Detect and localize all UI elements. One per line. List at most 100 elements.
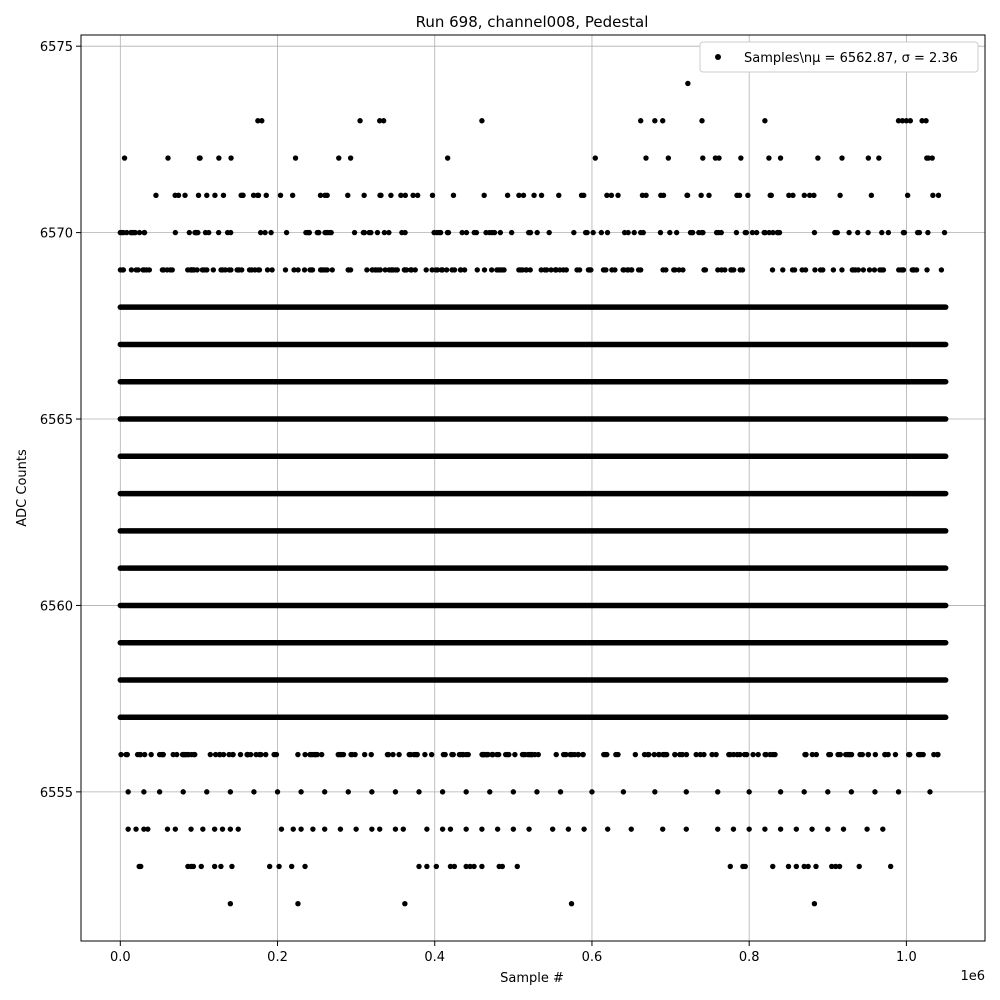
data-point <box>527 267 533 273</box>
data-point <box>392 789 399 795</box>
data-point <box>320 267 326 273</box>
data-point <box>133 267 139 273</box>
band-6570 <box>117 229 948 236</box>
data-point <box>879 229 885 236</box>
data-point <box>451 267 458 273</box>
data-point <box>295 751 301 758</box>
legend: Samples\nμ = 6562.87, σ = 2.36 <box>699 41 979 73</box>
data-point <box>292 155 299 161</box>
data-point <box>322 192 328 199</box>
data-point <box>497 267 503 273</box>
data-point <box>394 267 400 273</box>
data-point <box>375 267 381 273</box>
data-point <box>424 826 430 832</box>
data-point <box>317 192 324 199</box>
data-point <box>868 192 875 199</box>
data-point <box>790 192 796 199</box>
data-point <box>450 192 457 199</box>
data-point <box>872 751 879 758</box>
data-point <box>257 229 264 236</box>
data-point <box>380 118 387 124</box>
legend-box <box>699 41 979 73</box>
data-point <box>289 192 296 199</box>
data-point <box>141 789 147 795</box>
y-tick-label: 6565 <box>40 413 73 428</box>
data-point <box>497 229 504 236</box>
data-point <box>377 118 383 124</box>
data-point <box>604 192 610 199</box>
data-point <box>730 826 737 832</box>
data-point <box>266 863 273 870</box>
data-point <box>381 229 388 236</box>
data-point <box>263 192 269 199</box>
data-point <box>716 155 722 161</box>
data-point <box>369 826 375 832</box>
data-point <box>640 229 646 236</box>
data-point <box>785 863 792 870</box>
data-point <box>382 267 388 273</box>
data-point <box>799 267 805 273</box>
data-point <box>235 826 241 832</box>
data-point <box>763 751 769 758</box>
data-point <box>563 267 570 273</box>
data-point <box>571 229 577 236</box>
data-point <box>689 229 696 236</box>
data-point <box>345 192 351 199</box>
data-point <box>227 901 234 907</box>
data-point <box>321 826 328 832</box>
data-point <box>514 863 520 870</box>
data-point <box>337 826 344 832</box>
data-point <box>660 192 667 199</box>
data-point <box>663 267 669 273</box>
data-point <box>398 192 404 199</box>
legend-label: Samples\nμ = 6562.87, σ = 2.36 <box>744 51 958 66</box>
data-point <box>118 751 124 758</box>
data-point <box>416 789 422 795</box>
data-point <box>698 192 704 199</box>
data-point <box>916 229 923 236</box>
data-point <box>164 826 171 832</box>
chart-title: Run 698, channel008, Pedestal <box>416 13 649 31</box>
data-point <box>766 155 772 161</box>
data-point <box>656 751 662 758</box>
data-point <box>227 826 234 832</box>
data-point <box>239 267 245 273</box>
data-point <box>138 863 144 870</box>
data-point <box>312 751 319 758</box>
data-point <box>133 826 139 832</box>
data-point <box>829 863 835 870</box>
data-point <box>408 267 415 273</box>
data-point <box>876 155 882 161</box>
data-point <box>746 826 752 832</box>
data-point <box>836 863 843 870</box>
data-point <box>264 267 271 273</box>
data-point <box>406 751 412 758</box>
data-point <box>701 267 707 273</box>
data-point <box>396 751 402 758</box>
data-point <box>259 118 265 124</box>
band-6572 <box>121 155 935 161</box>
data-point <box>399 229 405 236</box>
data-point <box>775 229 781 236</box>
data-point <box>298 789 304 795</box>
data-point <box>125 826 131 832</box>
data-point <box>734 192 740 199</box>
data-point <box>298 826 304 832</box>
legend-marker <box>715 54 721 60</box>
data-point <box>621 229 628 236</box>
data-point <box>338 751 345 758</box>
data-point <box>348 751 354 758</box>
data-point <box>598 229 605 236</box>
data-point <box>713 229 720 236</box>
data-point <box>174 751 180 758</box>
data-point <box>768 192 774 199</box>
data-point <box>403 267 410 273</box>
data-point <box>479 826 485 832</box>
data-point <box>402 192 408 199</box>
data-point <box>762 118 768 124</box>
data-point <box>412 267 418 273</box>
data-point <box>709 751 715 758</box>
data-point <box>609 267 615 273</box>
data-point <box>839 155 845 161</box>
data-point <box>388 192 394 199</box>
